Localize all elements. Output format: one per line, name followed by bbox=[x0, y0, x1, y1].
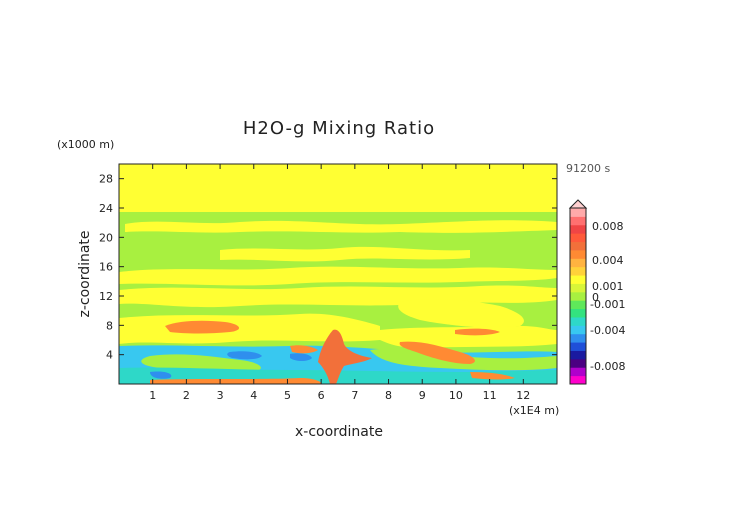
x-tick-label: 8 bbox=[385, 389, 392, 402]
y-tick-label: 20 bbox=[99, 231, 113, 244]
colorbar-segment bbox=[570, 367, 586, 377]
field-patch-orange-3 bbox=[290, 345, 318, 354]
field-band-yellow-1 bbox=[125, 220, 557, 233]
x-tick-label: 4 bbox=[250, 389, 257, 402]
x-axis-label: x-coordinate bbox=[295, 424, 383, 440]
heatmap-field bbox=[119, 164, 557, 384]
colorbar-label: 0.004 bbox=[592, 254, 624, 267]
chart-title: H2O-g Mixing Ratio bbox=[243, 118, 435, 139]
x-tick-label: 3 bbox=[217, 389, 224, 402]
y-tick-label: 12 bbox=[99, 290, 113, 303]
plot-frame bbox=[118, 163, 558, 385]
x-tick-label: 7 bbox=[351, 389, 358, 402]
y-tick-label: 4 bbox=[106, 349, 113, 362]
colorbar-segment bbox=[570, 208, 586, 217]
field-patch-orange-2 bbox=[455, 328, 500, 336]
colorbar-segment bbox=[570, 291, 586, 301]
colorbar-frame bbox=[569, 207, 587, 385]
colorbar-extend-arrow bbox=[568, 199, 588, 209]
x-tick-label: 5 bbox=[284, 389, 291, 402]
colorbar-label: -0.008 bbox=[590, 360, 625, 373]
colorbar-segment bbox=[570, 283, 586, 293]
colorbar-segment bbox=[570, 325, 586, 335]
x-axis-ticks: 1 2 3 4 5 6 7 8 9 10 11 12 bbox=[149, 164, 530, 402]
colorbar-label: -0.004 bbox=[590, 324, 625, 337]
colorbar-segment bbox=[570, 224, 586, 234]
y-tick-label: 24 bbox=[99, 202, 113, 215]
time-label: 91200 s bbox=[566, 162, 610, 175]
field-patch-orange-1 bbox=[165, 320, 240, 334]
x-unit-label: (x1E4 m) bbox=[509, 404, 559, 417]
colorbar-segment bbox=[570, 316, 586, 326]
field-plume bbox=[318, 329, 372, 384]
field-band-yellow-6 bbox=[119, 313, 380, 344]
colorbar-segment bbox=[570, 241, 586, 251]
field-band-yellow-2 bbox=[220, 246, 470, 262]
y-tick-label: 28 bbox=[99, 173, 113, 186]
x-tick-label: 12 bbox=[516, 389, 530, 402]
x-tick-label: 6 bbox=[318, 389, 325, 402]
field-patch-blue-1 bbox=[227, 351, 262, 360]
field-patch-orange-6 bbox=[470, 372, 515, 380]
x-tick-label: 9 bbox=[419, 389, 426, 402]
field-band-yellow-7 bbox=[380, 326, 557, 348]
x-tick-label: 1 bbox=[149, 389, 156, 402]
field-band-yellow-5 bbox=[398, 299, 524, 328]
field-patch-orange-5 bbox=[150, 378, 322, 384]
x-tick-label: 11 bbox=[483, 389, 497, 402]
colorbar-segment bbox=[570, 350, 586, 360]
y-tick-label: 8 bbox=[106, 319, 113, 332]
colorbar-segment bbox=[570, 275, 586, 284]
colorbar-segment bbox=[570, 266, 586, 276]
colorbar-segment bbox=[570, 342, 586, 351]
x-tick-label: 10 bbox=[449, 389, 463, 402]
colorbar-segment bbox=[570, 249, 586, 259]
field-patch-blue-3 bbox=[150, 371, 172, 379]
field-patch-orange-4 bbox=[399, 341, 475, 364]
y-axis-ticks: 4 8 12 16 20 24 28 bbox=[99, 173, 557, 362]
y-unit-label: (x1000 m) bbox=[57, 138, 114, 151]
colorbar-segment bbox=[570, 258, 586, 268]
colorbar-label: 0.008 bbox=[592, 220, 624, 233]
colorbar-label: 0.001 bbox=[592, 280, 624, 293]
colorbar-segment bbox=[570, 216, 586, 226]
x-tick-label: 2 bbox=[183, 389, 190, 402]
colorbar-segment bbox=[570, 358, 586, 368]
colorbar-segment bbox=[570, 375, 586, 385]
colorbar-segment bbox=[570, 333, 586, 343]
y-tick-label: 16 bbox=[99, 261, 113, 274]
colorbar-label: -0.001 bbox=[590, 298, 625, 311]
colorbar-segment bbox=[570, 233, 586, 243]
y-axis-label: z-coordinate bbox=[77, 230, 93, 317]
field-band-yellow-3 bbox=[119, 266, 557, 286]
colorbar-segment bbox=[570, 308, 586, 318]
colorbar-label: 0 bbox=[592, 291, 599, 304]
field-patch-blue-2 bbox=[290, 353, 312, 361]
colorbar-segment bbox=[570, 300, 586, 310]
